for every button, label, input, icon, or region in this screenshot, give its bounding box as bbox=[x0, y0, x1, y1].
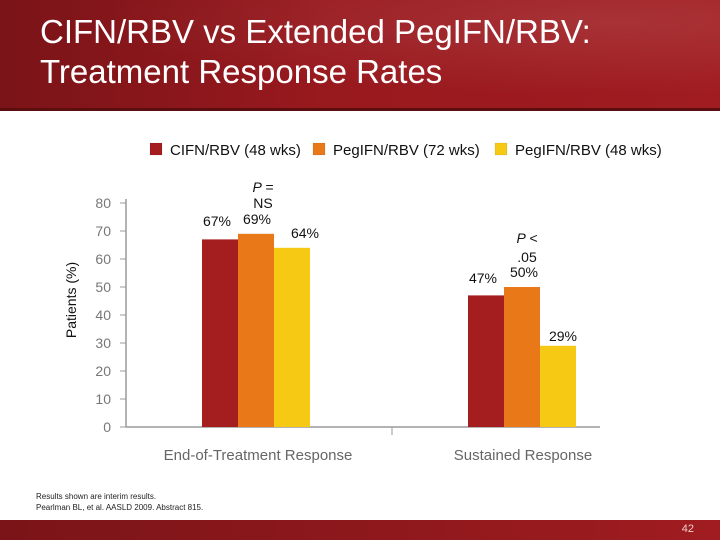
bar-value-label: 47% bbox=[469, 270, 497, 286]
slide-title-line2: Treatment Response Rates bbox=[40, 53, 443, 90]
title-banner-sheen bbox=[0, 0, 720, 108]
y-tick-label: 20 bbox=[95, 363, 111, 379]
header-rule bbox=[0, 108, 720, 111]
bar-value-label: 64% bbox=[291, 225, 319, 241]
x-category-label: End-of-Treatment Response bbox=[164, 447, 353, 464]
page-number: 42 bbox=[681, 523, 694, 535]
footer-band bbox=[0, 520, 720, 540]
legend-label: PegIFN/RBV (72 wks) bbox=[333, 142, 480, 159]
legend-label: PegIFN/RBV (48 wks) bbox=[515, 142, 662, 159]
p-value-label: P = bbox=[253, 179, 274, 195]
footnote-citation: Pearlman BL, et al. AASLD 2009. Abstract… bbox=[36, 503, 204, 512]
footnote-interim: Results shown are interim results. bbox=[36, 492, 157, 501]
p-value-label: P < bbox=[517, 230, 538, 246]
value-labels: 67% 47% 69% 50% 64% 29% bbox=[203, 211, 577, 344]
bar-value-label: 29% bbox=[549, 328, 577, 344]
bars bbox=[202, 233, 576, 427]
chart-legend: CIFN/RBV (48 wks) PegIFN/RBV (72 wks) PegI… bbox=[149, 142, 662, 159]
bar-value-label: 69% bbox=[243, 211, 271, 227]
legend-label: CIFN/RBV (48 wks) bbox=[170, 142, 301, 159]
y-tick-label: 40 bbox=[95, 307, 111, 323]
x-axis: End-of-Treatment Response Sustained Respo… bbox=[126, 426, 600, 464]
bar-eot-series2 bbox=[274, 247, 310, 427]
bar-svr-series1 bbox=[504, 287, 540, 427]
annotations: P =NS P < .05 bbox=[253, 179, 538, 265]
legend-swatch bbox=[494, 142, 508, 156]
x-category-label: Sustained Response bbox=[454, 447, 592, 464]
y-tick-label: 30 bbox=[95, 335, 111, 351]
bar-value-label: 67% bbox=[203, 213, 231, 229]
y-tick-label: 50 bbox=[95, 279, 111, 295]
title-banner bbox=[0, 0, 720, 108]
bar-svr-series0 bbox=[468, 295, 504, 427]
bar-svr-series2 bbox=[540, 345, 576, 427]
y-tick-label: 70 bbox=[95, 223, 111, 239]
y-tick-label: 60 bbox=[95, 251, 111, 267]
y-axis-title: Patients (%) bbox=[63, 262, 79, 338]
y-tick-label: 0 bbox=[103, 419, 111, 435]
legend-swatch bbox=[312, 142, 326, 156]
legend-swatch bbox=[149, 142, 163, 156]
y-axis: 0 10 20 30 40 50 60 70 80 Patients (%) bbox=[63, 195, 127, 435]
bar-eot-series1 bbox=[238, 233, 274, 427]
slide-title-line1: CIFN/RBV vs Extended PegIFN/RBV: bbox=[40, 13, 591, 50]
bar-eot-series0 bbox=[202, 239, 238, 427]
slide-title: CIFN/RBV vs Extended PegIFN/RBV: Treatme… bbox=[40, 12, 591, 92]
y-tick-label: 80 bbox=[95, 195, 111, 211]
p-value-result: .05 bbox=[517, 249, 537, 265]
bar-value-label: 50% bbox=[510, 264, 538, 280]
y-tick-label: 10 bbox=[95, 391, 111, 407]
p-value-result: NS bbox=[253, 195, 272, 211]
footnotes: Results shown are interim results. Pearl… bbox=[36, 491, 203, 513]
